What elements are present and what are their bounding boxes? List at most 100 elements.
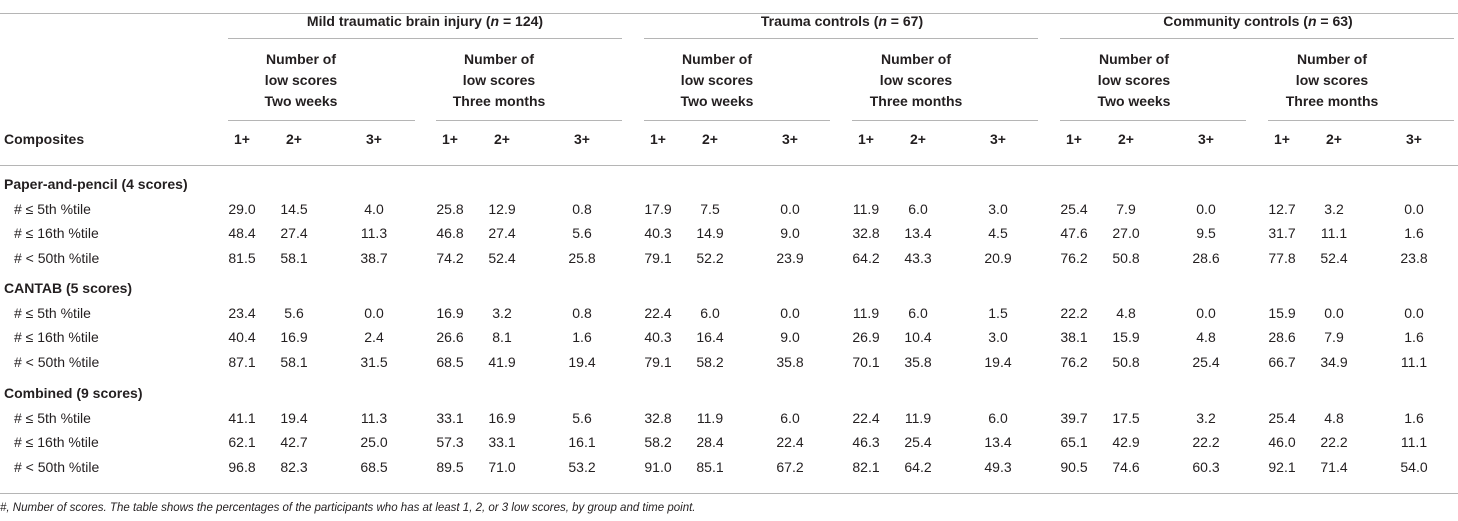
table-cell: 31.5: [360, 353, 388, 370]
subgroup-header: Number of low scores Two weeks: [1098, 49, 1171, 112]
table-cell: 62.1: [228, 434, 256, 450]
subgroup-header-line: Number of: [265, 51, 336, 67]
table-cell: 47.6: [1060, 225, 1088, 241]
table-cell: 8.1: [492, 329, 512, 345]
subgroup-rule: [1060, 120, 1246, 121]
section-title: Paper-and-pencil (4 scores): [4, 176, 188, 192]
section-title: CANTAB (5 scores): [4, 280, 133, 296]
table-cell: 38.1: [1060, 329, 1088, 345]
count-header: 1+: [650, 131, 666, 147]
table-cell: 11.3: [360, 409, 388, 426]
table-cell: 0.0: [1404, 200, 1424, 217]
table-cell: 74.6: [1112, 458, 1140, 475]
table-cell: 46.3: [852, 434, 880, 450]
subgroup-rule: [436, 120, 622, 121]
row-label: # ≤ 16th %tile: [14, 225, 99, 241]
count-header: 1+: [1066, 131, 1082, 147]
table-cell: 11.1: [1320, 225, 1348, 241]
table-cell: 19.4: [280, 409, 308, 426]
table-cell: 79.1: [644, 249, 672, 266]
table-cell: 79.1: [644, 353, 672, 370]
group-n-value: = 124): [499, 13, 544, 29]
table-cell: 68.5: [436, 353, 464, 370]
group-rule: [644, 38, 1038, 39]
table-cell: 16.4: [696, 329, 724, 345]
table-cell: 14.9: [696, 225, 724, 241]
count-header: 3+: [366, 131, 382, 147]
section-title: Combined (9 scores): [4, 385, 143, 401]
subgroup-header: Number of low scores Two weeks: [265, 49, 338, 112]
subgroup-header-line: Three months: [452, 93, 546, 109]
table-cell: 11.3: [360, 225, 388, 241]
subgroup-header-line: Number of: [463, 51, 534, 67]
table-cell: 71.0: [488, 458, 516, 475]
count-header: 2+: [286, 131, 302, 147]
table-cell: 22.4: [644, 304, 672, 321]
table-cell: 3.2: [1196, 409, 1216, 426]
subgroup-rule: [1268, 120, 1454, 121]
table-cell: 14.5: [280, 200, 308, 217]
table-cell: 50.8: [1112, 353, 1140, 370]
table-cell: 0.0: [1404, 304, 1424, 321]
table-cell: 58.2: [644, 434, 672, 450]
group-name: Mild traumatic brain injury (: [306, 13, 491, 29]
table-cell: 82.3: [280, 458, 308, 475]
table-cell: 42.7: [280, 434, 308, 450]
table-cell: 25.8: [568, 249, 596, 266]
table-cell: 13.4: [904, 225, 932, 241]
subgroup-header-line: Number of: [1098, 51, 1169, 67]
table-cell: 58.2: [696, 353, 724, 370]
count-header: 2+: [1326, 131, 1342, 147]
table-cell: 17.5: [1112, 409, 1140, 426]
count-header: 2+: [494, 131, 510, 147]
count-header: 2+: [910, 131, 926, 147]
table-cell: 26.6: [436, 329, 464, 345]
subgroup-header-line: Number of: [880, 51, 951, 67]
table-cell: 4.0: [364, 200, 384, 217]
table-cell: 40.4: [228, 329, 256, 345]
group-n-label: n: [1307, 13, 1317, 29]
subgroup-header-line: Number of: [1296, 51, 1367, 67]
table-cell: 29.0: [228, 200, 256, 217]
table-cell: 90.5: [1060, 458, 1088, 475]
table-cell: 96.8: [228, 458, 256, 475]
table-cell: 23.8: [1400, 249, 1428, 266]
table-cell: 46.0: [1268, 434, 1296, 450]
table-cell: 0.8: [572, 304, 592, 321]
table-cell: 22.2: [1060, 304, 1088, 321]
table-cell: 25.4: [1060, 200, 1088, 217]
table-cell: 0.8: [572, 200, 592, 217]
row-label: # < 50th %tile: [14, 249, 100, 266]
table-cell: 6.0: [908, 200, 928, 217]
table-cell: 11.9: [852, 304, 880, 321]
table-cell: 27.0: [1112, 225, 1140, 241]
table-cell: 81.5: [228, 249, 256, 266]
table-cell: 2.4: [364, 329, 384, 345]
table-cell: 26.9: [852, 329, 880, 345]
table-cell: 7.5: [700, 200, 720, 217]
table-cell: 0.0: [364, 304, 384, 321]
table-cell: 66.7: [1268, 353, 1296, 370]
subgroup-header-line: Two weeks: [1097, 93, 1171, 109]
row-label: # < 50th %tile: [14, 458, 100, 475]
subgroup-header-line: low scores: [1295, 72, 1369, 88]
table-cell: 16.1: [568, 434, 596, 450]
table-cell: 0.0: [780, 304, 800, 321]
table-cell: 16.9: [488, 409, 516, 426]
table-cell: 31.7: [1268, 225, 1296, 241]
table-cell: 13.4: [984, 434, 1012, 450]
subgroup-rule: [228, 120, 415, 121]
subgroup-header-line: Three months: [869, 93, 963, 109]
count-header: 3+: [1198, 131, 1214, 147]
table-cell: 7.9: [1324, 329, 1344, 345]
group-header: Trauma controls (n = 67): [761, 13, 923, 30]
table-cell: 54.0: [1400, 458, 1428, 475]
table-cell: 50.8: [1112, 249, 1140, 266]
group-name: Trauma controls (: [760, 13, 879, 29]
table-cell: 23.4: [228, 304, 256, 321]
count-header: 2+: [1118, 131, 1134, 147]
table-cell: 25.0: [360, 434, 388, 450]
table-cell: 58.1: [280, 249, 308, 266]
table-cell: 0.0: [1324, 304, 1344, 321]
table-cell: 4.5: [988, 225, 1008, 241]
